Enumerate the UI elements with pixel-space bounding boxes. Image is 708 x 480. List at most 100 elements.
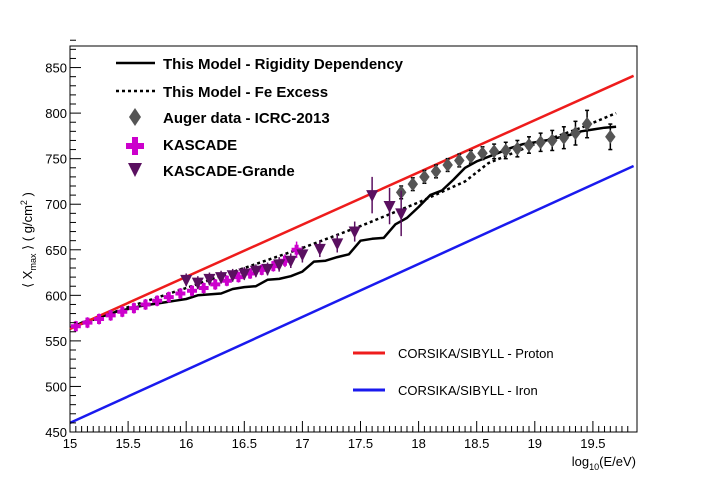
legend-label: Auger data - ICRC-2013 bbox=[163, 110, 330, 127]
auger-point bbox=[535, 135, 546, 150]
auger-point bbox=[465, 149, 477, 164]
kascade-grande-point bbox=[261, 263, 274, 276]
kascade-point bbox=[279, 255, 290, 266]
auger-point bbox=[512, 141, 523, 156]
kascade-grande-point bbox=[215, 272, 228, 285]
legend-label: KASCADE bbox=[163, 137, 237, 154]
kascade-grande-point bbox=[395, 208, 408, 221]
legend-item-kascade: KASCADE bbox=[126, 137, 237, 155]
legend-item-proton: CORSIKA/SIBYLL - Proton bbox=[353, 346, 554, 361]
legend-label: This Model - Fe Excess bbox=[163, 84, 328, 101]
series-layer bbox=[69, 74, 635, 425]
kascade-point bbox=[175, 288, 186, 299]
auger-point bbox=[488, 144, 500, 159]
axes-layer: 15 15.5 16 16.5 17 17.5 18 18.5 19 19.5 450 500 550 6… bbox=[45, 39, 629, 451]
kascade-point bbox=[82, 317, 93, 328]
x-tick-label: 19 bbox=[528, 436, 542, 451]
markers-layer bbox=[70, 109, 616, 332]
kascade-grande-point bbox=[383, 201, 396, 214]
kascade-grande-point bbox=[348, 226, 361, 239]
y-tick-label: 850 bbox=[45, 61, 67, 76]
kascade-grande-point bbox=[284, 255, 297, 268]
x-tick-label: 17 bbox=[295, 436, 309, 451]
kascade-point bbox=[210, 279, 221, 290]
legend-bottom: CORSIKA/SIBYLL - Proton CORSIKA/SIBYLL -… bbox=[353, 346, 554, 398]
x-tick-label: 18 bbox=[411, 436, 425, 451]
kascade-grande-point bbox=[203, 273, 216, 286]
legend-label: CORSIKA/SIBYLL - Proton bbox=[398, 346, 554, 361]
x-tick-label: 16 bbox=[179, 436, 193, 451]
auger-point bbox=[605, 129, 616, 144]
legend-top: This Model - Rigidity Dependency This Mo… bbox=[116, 56, 404, 180]
legend-item-fe-excess: This Model - Fe Excess bbox=[116, 84, 328, 101]
y-tick-label: 600 bbox=[45, 288, 67, 303]
y-tick-label: 650 bbox=[45, 243, 67, 258]
auger-point bbox=[477, 146, 488, 161]
x-tick-label: 15 bbox=[63, 436, 77, 451]
kascade-point bbox=[245, 268, 256, 279]
kascade-grande-point bbox=[313, 243, 326, 256]
y-tick-label: 700 bbox=[45, 197, 67, 212]
legend-diamond-symbol bbox=[129, 108, 141, 126]
kascade-point bbox=[70, 321, 81, 332]
fe-excess-line bbox=[69, 111, 617, 330]
auger-point bbox=[581, 117, 593, 132]
legend-label: CORSIKA/SIBYLL - Iron bbox=[398, 383, 538, 398]
proton-line bbox=[69, 74, 635, 331]
kascade-point bbox=[152, 295, 163, 306]
legend-item-iron: CORSIKA/SIBYLL - Iron bbox=[353, 383, 538, 398]
kascade-point bbox=[268, 261, 279, 272]
kascade-grande-point bbox=[249, 265, 262, 278]
y-tick-label: 500 bbox=[45, 379, 67, 394]
x-tick-label: 17.5 bbox=[348, 436, 373, 451]
x-tick-label: 19.5 bbox=[580, 436, 605, 451]
x-axis-title: log10(E/eV) bbox=[572, 454, 636, 472]
plot-frame bbox=[69, 45, 638, 433]
kascade-grande-point bbox=[238, 268, 251, 281]
kascade-grande-point bbox=[180, 274, 193, 287]
kascade-point bbox=[291, 244, 302, 255]
y-tick-label: 750 bbox=[45, 152, 67, 167]
auger-point bbox=[454, 153, 465, 168]
legend-item-rigidity: This Model - Rigidity Dependency bbox=[116, 56, 404, 73]
kascade-point bbox=[187, 285, 198, 296]
x-tick-label: 18.5 bbox=[464, 436, 489, 451]
legend-triangle-down-symbol bbox=[128, 163, 142, 177]
y-axis-title: ⟨ Xmax ⟩ ( g/cm2 ) bbox=[19, 192, 38, 288]
kascade-point bbox=[221, 275, 232, 286]
auger-point bbox=[430, 164, 442, 179]
auger-point bbox=[558, 130, 570, 145]
x-tick-label: 15.5 bbox=[115, 436, 140, 451]
kascade-point bbox=[128, 303, 139, 314]
kascade-grande-point bbox=[226, 270, 239, 283]
svg-text:⟨ Xmax ⟩ ( g/cm2 ): ⟨ Xmax ⟩ ( g/cm2 ) bbox=[19, 192, 38, 288]
kascade-point bbox=[163, 292, 174, 303]
kascade-point bbox=[233, 272, 244, 283]
auger-point bbox=[570, 126, 581, 141]
kascade-point bbox=[256, 264, 267, 275]
kascade-point bbox=[117, 306, 128, 317]
auger-point bbox=[442, 158, 453, 173]
y-tick-label: 550 bbox=[45, 334, 67, 349]
kascade-point bbox=[140, 299, 151, 310]
y-tick-label: 800 bbox=[45, 106, 67, 121]
iron-line bbox=[69, 164, 635, 425]
auger-point bbox=[546, 133, 558, 148]
kascade-point bbox=[105, 310, 116, 321]
kascade-point bbox=[198, 283, 209, 294]
kascade-grande-point bbox=[366, 190, 379, 203]
auger-point bbox=[419, 169, 430, 184]
legend-label: This Model - Rigidity Dependency bbox=[163, 56, 404, 73]
kascade-point bbox=[94, 314, 105, 325]
kascade-grande-point bbox=[296, 249, 309, 262]
auger-point bbox=[523, 138, 535, 153]
legend-cross-symbol bbox=[126, 137, 144, 155]
y-tick-label: 450 bbox=[45, 425, 67, 440]
kascade-grande-point bbox=[331, 238, 344, 251]
auger-point bbox=[407, 177, 419, 192]
kascade-grande-point bbox=[191, 277, 204, 290]
legend-label: KASCADE-Grande bbox=[163, 163, 295, 180]
kascade-grande-point bbox=[273, 259, 286, 272]
x-tick-label: 16.5 bbox=[232, 436, 257, 451]
